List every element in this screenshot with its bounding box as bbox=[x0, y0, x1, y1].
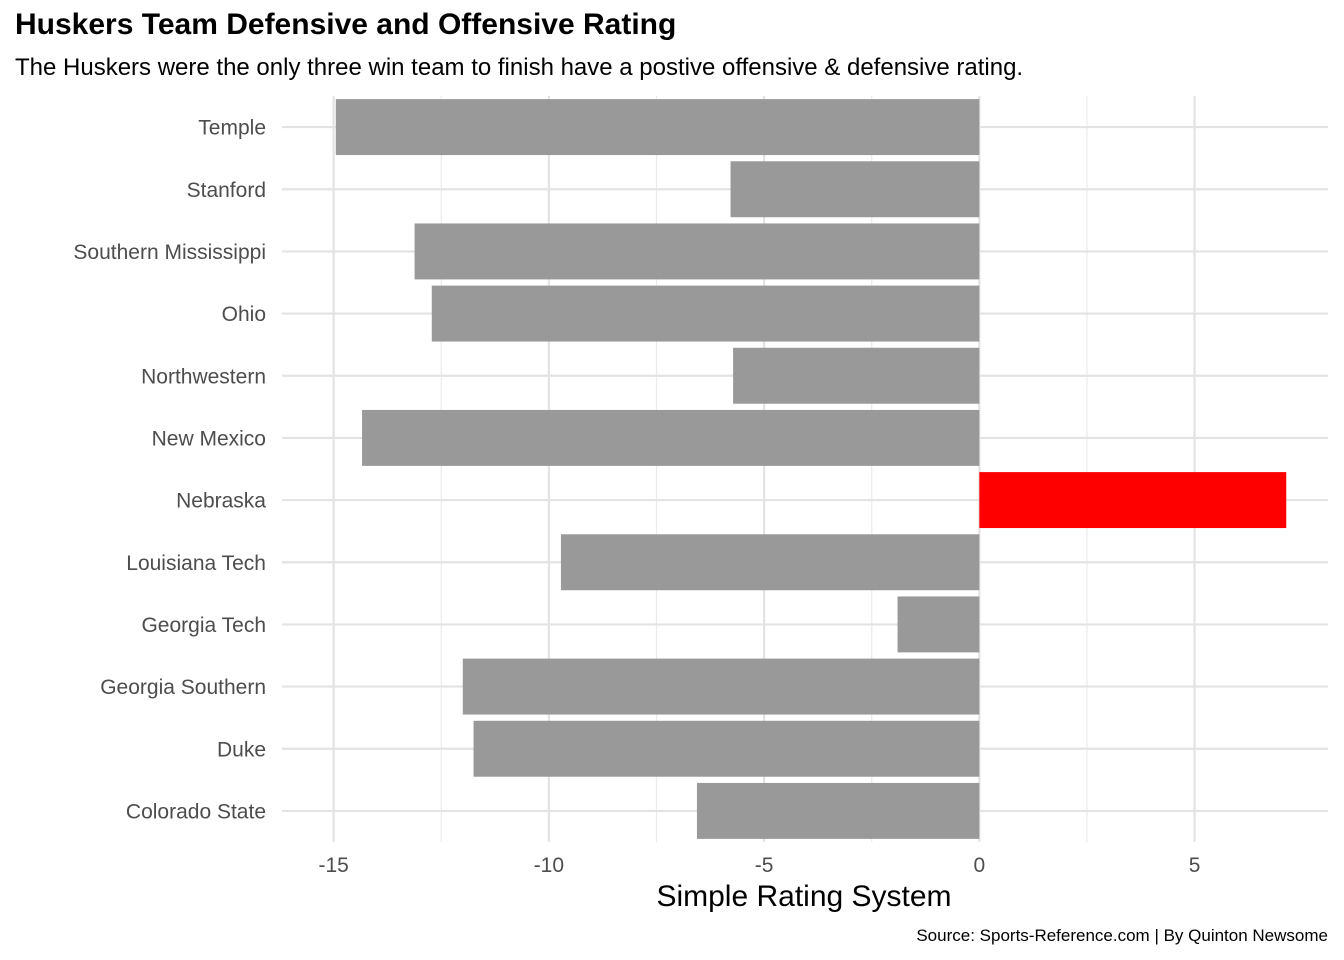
bar-colorado-state bbox=[696, 782, 980, 839]
chart-title: Huskers Team Defensive and Offensive Rat… bbox=[15, 8, 677, 41]
bar-ohio bbox=[431, 285, 980, 342]
y-tick-label: Temple bbox=[198, 117, 266, 140]
x-tick-label: 5 bbox=[1189, 854, 1201, 877]
bar-layer bbox=[335, 99, 1287, 839]
chart-caption: Source: Sports-Reference.com | By Quinto… bbox=[916, 926, 1328, 945]
x-tick-label: -5 bbox=[755, 854, 774, 877]
y-tick-label: Duke bbox=[217, 738, 266, 761]
bar-temple bbox=[335, 99, 980, 156]
bar-duke bbox=[473, 720, 980, 777]
y-tick-label: Louisiana Tech bbox=[126, 552, 266, 575]
bar-georgia-tech bbox=[897, 596, 980, 653]
y-tick-label: New Mexico bbox=[152, 427, 266, 450]
y-tick-label: Stanford bbox=[187, 179, 266, 202]
y-tick-label: Colorado State bbox=[126, 800, 266, 823]
bar-georgia-southern bbox=[462, 658, 980, 715]
x-axis-labels: -15 -10 -5 0 5 bbox=[318, 854, 1200, 877]
y-tick-label: Georgia Southern bbox=[100, 676, 266, 699]
bar-stanford bbox=[730, 161, 980, 218]
y-tick-label: Northwestern bbox=[141, 365, 266, 388]
y-tick-label: Nebraska bbox=[176, 490, 266, 513]
x-axis-title: Simple Rating System bbox=[656, 880, 951, 913]
bar-new-mexico bbox=[362, 409, 980, 466]
x-tick-label: -15 bbox=[318, 854, 348, 877]
x-tick-label: -10 bbox=[534, 854, 564, 877]
y-tick-label: Southern Mississippi bbox=[73, 241, 266, 264]
bar-nebraska bbox=[979, 472, 1287, 529]
bar-louisiana-tech bbox=[560, 534, 980, 591]
chart-subtitle: The Huskers were the only three win team… bbox=[15, 54, 1024, 81]
bar-northwestern bbox=[733, 347, 980, 404]
y-axis-labels: Temple Stanford Southern Mississippi Ohio No… bbox=[73, 117, 266, 824]
x-tick-label: 0 bbox=[973, 854, 985, 877]
bar-southern-mississippi bbox=[414, 223, 980, 280]
y-tick-label: Ohio bbox=[222, 303, 266, 326]
y-tick-label: Georgia Tech bbox=[141, 614, 266, 637]
